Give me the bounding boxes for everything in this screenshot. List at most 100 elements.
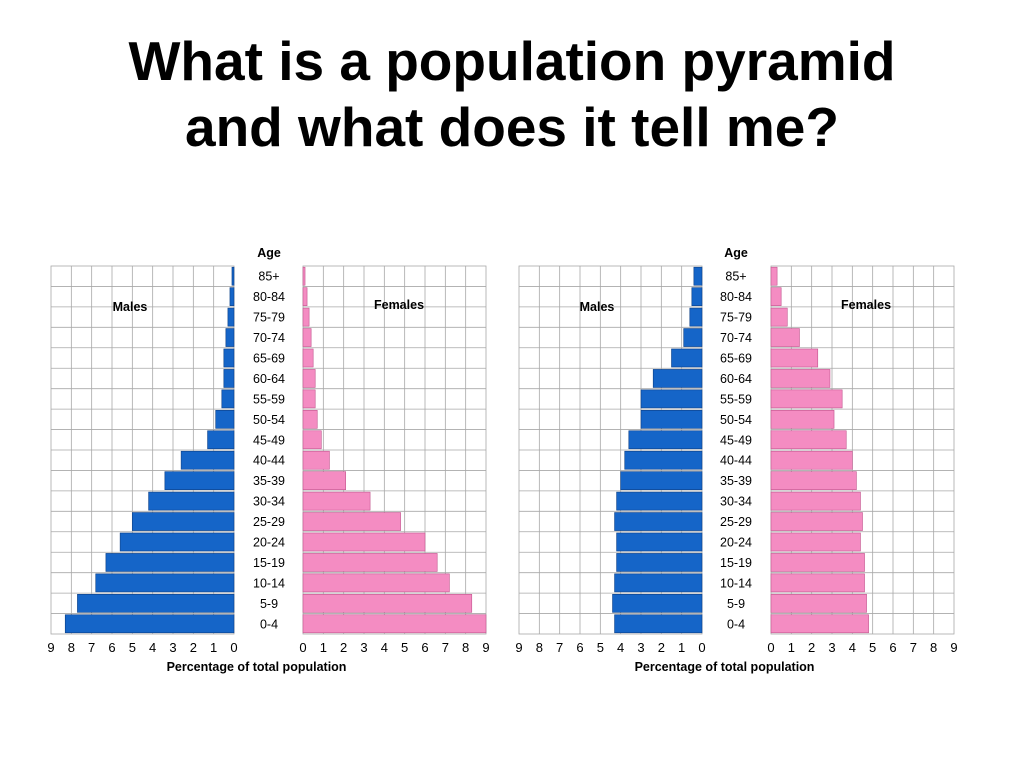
- male-bar: [616, 532, 703, 552]
- male-bar: [229, 287, 235, 306]
- x-tick-label-female: 5: [401, 640, 408, 655]
- female-bar: [770, 348, 819, 368]
- x-tick-label-female: 0: [767, 640, 774, 655]
- male-bar: [119, 532, 235, 552]
- x-tick-label-male: 9: [515, 640, 522, 655]
- female-bar: [770, 389, 843, 409]
- age-group-label: 5-9: [727, 597, 745, 611]
- x-tick-label-female: 4: [381, 640, 388, 655]
- x-tick-label-male: 7: [88, 640, 95, 655]
- x-tick-label-male: 8: [536, 640, 543, 655]
- female-bar: [302, 532, 426, 552]
- age-group-label: 65-69: [253, 352, 285, 366]
- age-group-label: 50-54: [720, 413, 752, 427]
- x-tick-label-male: 3: [169, 640, 176, 655]
- female-bar: [302, 614, 487, 634]
- male-bar: [689, 307, 703, 327]
- male-bar: [221, 389, 235, 409]
- age-group-label: 65-69: [720, 352, 752, 366]
- age-group-label: 85+: [258, 270, 279, 284]
- male-bar: [652, 369, 703, 388]
- female-bar: [770, 512, 863, 531]
- x-tick-label-female: 8: [930, 640, 937, 655]
- female-bar: [302, 287, 308, 306]
- age-group-label: 40-44: [253, 454, 285, 468]
- male-bar: [620, 471, 703, 490]
- female-bar: [770, 532, 861, 552]
- female-bar: [770, 573, 865, 593]
- age-group-label: 15-19: [253, 556, 285, 570]
- x-tick-label-male: 4: [149, 640, 156, 655]
- age-group-label: 25-29: [253, 515, 285, 529]
- x-tick-label-male: 6: [108, 640, 115, 655]
- age-group-label: 30-34: [720, 495, 752, 509]
- female-bar: [770, 553, 865, 572]
- x-tick-label-male: 5: [129, 640, 136, 655]
- age-group-label: 80-84: [720, 290, 752, 304]
- female-bar: [770, 328, 800, 347]
- female-bar: [770, 594, 867, 613]
- age-group-label: 60-64: [253, 372, 285, 386]
- age-group-label: 15-19: [720, 556, 752, 570]
- males-series-label: Males: [580, 300, 615, 314]
- age-group-label: 0-4: [727, 617, 745, 631]
- male-bar: [148, 491, 235, 511]
- female-bar: [302, 594, 473, 613]
- female-bar: [302, 553, 438, 572]
- female-bar: [302, 410, 318, 429]
- slide-title-line-1: What is a population pyramid: [128, 30, 896, 92]
- x-tick-label-female: 6: [889, 640, 896, 655]
- female-bar: [302, 348, 314, 368]
- x-axis-title: Percentage of total population: [635, 660, 815, 674]
- x-tick-label-male: 0: [230, 640, 237, 655]
- x-tick-label-male: 1: [678, 640, 685, 655]
- x-tick-label-male: 0: [698, 640, 705, 655]
- male-bar: [223, 348, 235, 368]
- x-tick-label-male: 7: [556, 640, 563, 655]
- x-tick-label-male: 9: [47, 640, 54, 655]
- x-tick-label-female: 5: [869, 640, 876, 655]
- male-bar: [227, 307, 235, 327]
- male-bar: [231, 266, 235, 286]
- male-bar: [614, 512, 703, 531]
- male-bar: [132, 512, 235, 531]
- slide-title: What is a population pyramid and what do…: [0, 28, 1024, 160]
- male-bar: [215, 410, 235, 429]
- x-tick-label-female: 2: [808, 640, 815, 655]
- age-group-label: 20-24: [720, 536, 752, 550]
- x-tick-label-female: 9: [482, 640, 489, 655]
- age-group-label: 55-59: [720, 392, 752, 406]
- male-bar: [164, 471, 235, 490]
- female-bar: [302, 328, 312, 347]
- female-bar: [302, 369, 316, 388]
- female-bar: [770, 430, 847, 450]
- age-axis-title: Age: [724, 246, 748, 260]
- x-tick-label-female: 1: [320, 640, 327, 655]
- x-axis-title: Percentage of total population: [167, 660, 347, 674]
- male-bar: [628, 430, 703, 450]
- x-tick-label-female: 9: [950, 640, 957, 655]
- female-bar: [770, 410, 835, 429]
- male-bar: [693, 266, 703, 286]
- age-group-label: 35-39: [720, 474, 752, 488]
- grid-lines: [50, 265, 487, 635]
- x-tick-label-female: 8: [462, 640, 469, 655]
- x-tick-label-male: 5: [597, 640, 604, 655]
- age-group-label: 55-59: [253, 392, 285, 406]
- male-bar: [616, 553, 703, 572]
- females-series-label: Females: [374, 298, 424, 312]
- x-tick-label-male: 6: [576, 640, 583, 655]
- male-bar: [105, 553, 235, 572]
- male-bar: [614, 614, 703, 634]
- age-axis-title: Age: [257, 246, 281, 260]
- female-bar: [302, 307, 310, 327]
- female-bar: [302, 266, 306, 286]
- age-group-label: 0-4: [260, 617, 278, 631]
- female-bar: [302, 512, 401, 531]
- x-tick-label-female: 7: [910, 640, 917, 655]
- age-group-label: 40-44: [720, 454, 752, 468]
- x-tick-label-female: 2: [340, 640, 347, 655]
- age-group-label: 85+: [725, 270, 746, 284]
- pyramid-chart-2: 85+80-8475-7970-7465-6960-6455-5950-5445…: [515, 246, 957, 674]
